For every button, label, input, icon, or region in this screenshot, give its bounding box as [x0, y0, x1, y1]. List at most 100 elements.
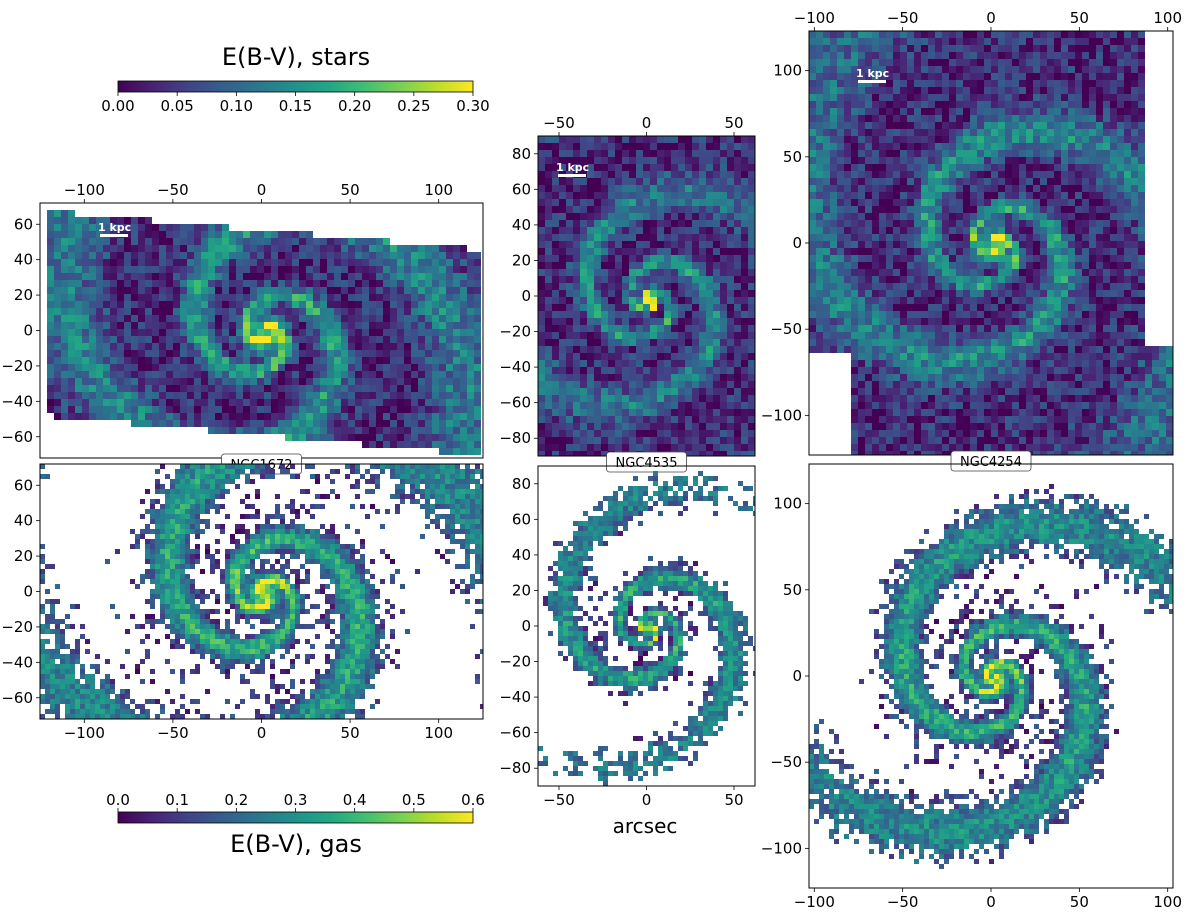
- x-tick-label: −50: [887, 9, 919, 27]
- axes: −100 −50 0 50 100 100 50 0 −50 −100: [761, 495, 1182, 911]
- y-tick-label: 40: [512, 216, 531, 234]
- colorbar-tick-label: 0.15: [279, 97, 312, 115]
- y-tick-label: 40: [14, 512, 33, 530]
- panel-ngc4535-gas: −50 0 50 80 60 40 20 0 −20 −40 −60 −80: [499, 465, 756, 809]
- y-tick-label: −40: [499, 688, 531, 706]
- panel-ngc1672-gas: −100 −50 0 50 100 60 40 20 0 −20 −40 −60: [1, 463, 484, 742]
- x-tick-label: −50: [157, 181, 189, 199]
- colorbar-stars: E(B-V), stars 0.00 0.05 0.10 0.15 0.20 0.25 0.…: [101, 43, 489, 115]
- colorbar-tick-label: 0.3: [284, 791, 308, 809]
- scale-bar: 1 kpc: [98, 221, 131, 237]
- x-tick-label: −50: [543, 114, 575, 132]
- colorbar-tick-label: 0.2: [224, 791, 248, 809]
- axes: −100 −50 0 50 100 60 40 20 0 −20 −40 −60: [1, 476, 453, 742]
- y-tick-label: 50: [783, 581, 802, 599]
- y-tick-label: 20: [512, 251, 531, 269]
- y-tick-label: 100: [773, 62, 802, 80]
- y-tick-label: 20: [14, 547, 33, 565]
- x-tick-label: 0: [257, 181, 267, 199]
- x-tick-label: −100: [64, 181, 105, 199]
- y-tick-label: 60: [14, 476, 33, 494]
- y-tick-label: 0: [521, 287, 531, 305]
- y-tick-label: −40: [499, 358, 531, 376]
- x-tick-label: 50: [724, 114, 743, 132]
- y-tick-label: 0: [521, 617, 531, 635]
- x-tick-label: 50: [724, 791, 743, 809]
- x-tick-label: 100: [1153, 9, 1182, 27]
- x-tick-label: 0: [986, 9, 996, 27]
- y-tick-label: 20: [512, 581, 531, 599]
- y-tick-label: 0: [23, 583, 33, 601]
- colorbar-stars-gradient: [117, 80, 474, 93]
- galaxy-name: NGC4254: [960, 455, 1022, 470]
- heatmap-cells: [538, 136, 755, 456]
- colorbar-tick-label: 0.5: [402, 791, 426, 809]
- heatmap-cells: [809, 31, 1173, 455]
- colorbar-tick-label: 0.10: [220, 97, 253, 115]
- galaxy-name-box: NGC4535: [606, 451, 687, 473]
- y-tick-label: −40: [1, 653, 33, 671]
- y-tick-label: 80: [512, 475, 531, 493]
- y-tick-label: −80: [499, 429, 531, 447]
- x-tick-label: −50: [157, 724, 189, 742]
- x-tick-label: 100: [424, 181, 453, 199]
- x-tick-label: 0: [257, 724, 267, 742]
- x-tick-label: −100: [64, 724, 105, 742]
- y-tick-label: −60: [1, 689, 33, 707]
- colorbar-tick-label: 0.30: [456, 97, 489, 115]
- colorbar-stars-ticks: 0.00 0.05 0.10 0.15 0.20 0.25 0.30: [101, 92, 490, 115]
- colorbar-tick-label: 0.25: [397, 97, 430, 115]
- colorbar-gas: 0.0 0.1 0.2 0.3 0.4 0.5 0.6 E(B-V), gas: [106, 791, 485, 858]
- x-tick-label: 100: [424, 724, 453, 742]
- scale-bar-label: 1 kpc: [856, 67, 889, 80]
- colorbar-gas-gradient: [117, 811, 474, 824]
- colorbar-tick-label: 0.20: [338, 97, 371, 115]
- y-tick-label: −20: [1, 618, 33, 636]
- y-tick-label: −100: [761, 406, 802, 424]
- y-tick-label: −40: [1, 392, 33, 410]
- y-tick-label: 40: [14, 251, 33, 269]
- x-tick-label: −100: [794, 893, 835, 911]
- heatmap-cells: [538, 471, 755, 786]
- scale-bar: 1 kpc: [556, 161, 589, 177]
- y-tick-label: 60: [512, 510, 531, 528]
- colorbar-tick-label: 0.6: [461, 791, 485, 809]
- y-tick-label: 20: [14, 286, 33, 304]
- scale-bar: 1 kpc: [856, 67, 889, 83]
- y-tick-label: −20: [1, 357, 33, 375]
- y-tick-label: −50: [770, 753, 802, 771]
- y-tick-label: −60: [499, 724, 531, 742]
- axes: −100 −50 0 50 100 60 40 20 0 −20 −40 −60: [1, 181, 453, 446]
- axes: −100 −50 0 50 100 100 50 0 −50 −100: [761, 9, 1182, 424]
- x-tick-label: 0: [642, 791, 652, 809]
- x-tick-label: 100: [1153, 893, 1182, 911]
- y-tick-label: 80: [512, 145, 531, 163]
- galaxy-name: NGC4535: [616, 456, 678, 471]
- colorbar-stars-title: E(B-V), stars: [222, 43, 370, 71]
- y-tick-label: −100: [761, 839, 802, 857]
- x-tick-label: 0: [642, 114, 652, 132]
- colorbar-tick-label: 0.0: [106, 791, 130, 809]
- y-tick-label: 60: [14, 215, 33, 233]
- colorbar-gas-title: E(B-V), gas: [230, 830, 362, 858]
- x-tick-label: 50: [341, 724, 360, 742]
- shared-x-axis-label: arcsec: [613, 814, 678, 838]
- x-tick-label: 50: [341, 181, 360, 199]
- y-tick-label: 50: [783, 148, 802, 166]
- y-tick-label: 40: [512, 546, 531, 564]
- panel-ngc4254-gas: −100 −50 0 50 100 100 50 0 −50 −100: [761, 463, 1182, 911]
- y-tick-label: 0: [792, 667, 802, 685]
- scale-bar-label: 1 kpc: [98, 221, 131, 234]
- x-tick-label: −100: [794, 9, 835, 27]
- panel-ngc4535-stars: −50 0 50 80 60 40 20 0 −20 −40 −60 −80 1 kpc NGC4535: [499, 114, 756, 473]
- x-tick-label: 50: [1070, 9, 1089, 27]
- y-tick-label: 60: [512, 180, 531, 198]
- colorbar-tick-label: 0.00: [101, 97, 134, 115]
- heatmap-cells: [40, 464, 483, 719]
- y-tick-label: 0: [23, 322, 33, 340]
- y-tick-label: −20: [499, 323, 531, 341]
- scale-bar-label: 1 kpc: [556, 161, 589, 174]
- x-tick-label: −50: [543, 791, 575, 809]
